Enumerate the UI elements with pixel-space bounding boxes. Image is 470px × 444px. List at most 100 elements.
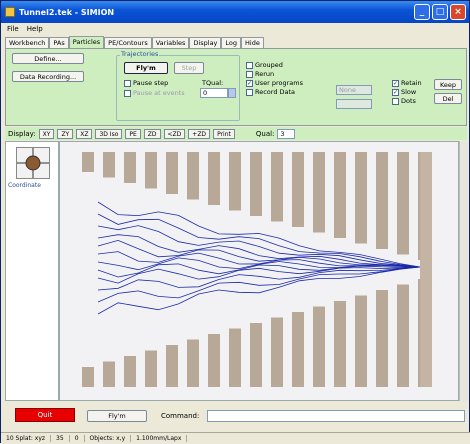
view-canvas[interactable] [59,141,459,401]
electrode-bottom [229,328,241,387]
electrode-top [292,152,304,227]
status-bar: 10 Splat: xyz 35 0 Objects: x,y 1.100mm/… [1,432,470,444]
data-recording-button[interactable]: Data Recording... [12,71,84,82]
electrode-bottom [334,301,346,387]
status-splat: 10 Splat: xyz [1,435,52,442]
ion-trajectory [97,266,421,303]
grouped-label: Grouped [255,61,283,69]
ion-trajectory [97,266,421,315]
none-select[interactable]: None [336,85,372,95]
electrode-top [145,152,157,189]
coordinate-label: Coordinate [8,182,41,189]
electrode-bottom [82,367,94,387]
ion-trajectory [97,201,421,268]
user-programs-box[interactable]: ✓ [246,79,253,87]
ion-trajectory [97,257,421,271]
tab-variables[interactable]: Variables [151,37,190,48]
tqual-input[interactable]: 0 [200,88,228,98]
quit-button[interactable]: Quit [15,408,75,422]
pause-at-events-box[interactable] [124,89,131,97]
title-bar[interactable]: Tunnel2.tek - SIMION _ □ × [1,1,469,23]
record-data-box[interactable] [246,88,253,96]
tab-particles[interactable]: Particles [68,36,105,48]
status-value-b: 0 [70,435,85,442]
record-data-label: Record Data [255,88,296,96]
tab-pas[interactable]: PAs [49,37,69,48]
electrode-bottom [292,312,304,387]
ion-trajectory [97,263,421,278]
flym-button[interactable]: Fly'm [124,62,168,74]
electrode-top [271,152,283,222]
view-zy-button[interactable]: ZY [57,128,74,139]
electrode-bottom [208,334,220,387]
qual-label: Qual: [255,129,275,138]
rerun-checkbox[interactable]: Rerun [246,70,274,78]
electrode-bottom [397,284,409,387]
view-xy-button[interactable]: XY [38,128,55,139]
retain-label: Retain [401,79,422,87]
status-objects: Objects: x,y [85,435,132,442]
view-3d-iso-button[interactable]: 3D Iso [95,128,123,139]
slow-label: Slow [401,88,417,96]
record-data-checkbox[interactable]: Record Data [246,88,295,96]
keep-button[interactable]: Keep [434,79,462,90]
pause-step-box[interactable] [124,79,131,87]
zoom-plus-button[interactable]: +ZD [188,128,211,139]
bottom-flym-button[interactable]: Fly'm [87,410,147,422]
zoom-zd-button[interactable]: ZD [143,128,161,139]
tab-pe-contours[interactable]: PE/Contours [104,37,152,48]
dots-label: Dots [401,97,416,105]
tab-log[interactable]: Log [221,37,242,48]
electrode-bottom [355,295,367,387]
pause-at-events-checkbox[interactable]: Pause at events [124,89,185,97]
user-programs-checkbox[interactable]: ✓ User programs [246,79,303,87]
electrode-top [313,152,325,233]
ion-trajectory [97,225,421,268]
electrode-top [397,152,409,255]
retain-box[interactable]: ✓ [392,79,399,87]
maximize-button[interactable]: □ [432,4,448,20]
window-title: Tunnel2.tek - SIMION [19,7,115,17]
zoom-back-button[interactable]: <ZD [163,128,186,139]
status-value-a: 35 [51,435,70,442]
step-button[interactable]: Step [174,62,204,74]
app-icon [5,7,15,17]
command-input[interactable] [207,410,465,422]
pause-at-events-label: Pause at events [133,89,185,97]
vertical-scrollbar[interactable] [459,141,468,401]
slow-box[interactable]: ✓ [392,88,399,96]
tab-display[interactable]: Display [189,37,222,48]
qual-input[interactable]: 3 [277,128,296,139]
del-button[interactable]: Del [434,93,462,104]
close-button[interactable]: × [450,4,466,20]
menu-file[interactable]: File [7,25,19,33]
display-label: Display: [8,129,36,138]
dots-box[interactable] [392,97,399,105]
disabled-field [336,99,372,109]
coordinate-thumbnail[interactable] [16,147,50,179]
rerun-box[interactable] [246,70,253,78]
define-button[interactable]: Define... [12,53,84,64]
dots-checkbox[interactable]: Dots [392,97,416,105]
status-scale: 1.100mm/Lapx [131,435,188,442]
electrode-bottom [103,361,115,387]
electrode-top [250,152,262,216]
retain-checkbox[interactable]: ✓ Retain [392,79,422,87]
pause-step-checkbox[interactable]: Pause step [124,79,168,87]
view-pe-button[interactable]: PE [125,128,141,139]
slow-checkbox[interactable]: ✓ Slow [392,88,416,96]
grouped-checkbox[interactable]: Grouped [246,61,283,69]
tab-hide[interactable]: Hide [241,37,264,48]
grouped-box[interactable] [246,61,253,69]
print-button[interactable]: Print [213,128,235,139]
menu-bar: File Help [1,23,469,35]
electrode-bottom [166,345,178,387]
minimize-button[interactable]: _ [414,4,430,20]
view-xz-button[interactable]: XZ [76,128,93,139]
menu-help[interactable]: Help [26,25,43,33]
tqual-label: TQual: [202,79,224,87]
ion-trajectory [97,266,421,291]
tqual-spinner[interactable] [228,88,236,98]
tab-workbench[interactable]: Workbench [5,37,50,48]
